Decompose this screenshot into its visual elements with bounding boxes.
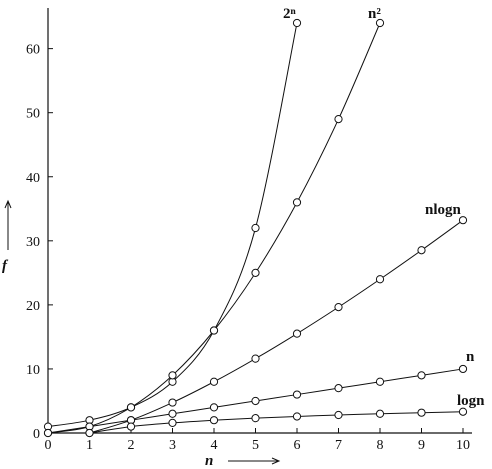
data-point (334, 384, 343, 393)
data-point (209, 416, 219, 425)
data-point (334, 114, 343, 124)
data-point (417, 371, 426, 380)
y-axis-label: f (2, 258, 9, 274)
data-point (375, 377, 385, 386)
series-label-nlogn: nlogn (425, 202, 462, 218)
y-tick-label: 10 (26, 363, 40, 378)
data-point (251, 396, 260, 406)
axis-labels: n f (2, 199, 281, 469)
y-tick-label: 40 (26, 171, 40, 186)
data-point (334, 303, 343, 312)
data-point (458, 407, 468, 416)
data-point (168, 418, 177, 427)
series-label-n-squared: n² (368, 6, 381, 22)
data-point (43, 428, 53, 438)
series-label-logn: logn (457, 393, 485, 409)
y-tick-label: 0 (33, 427, 40, 442)
x-axis-arrowhead-icon (271, 457, 281, 465)
data-point (292, 412, 302, 421)
x-tick-label: 10 (456, 438, 470, 453)
data-point (292, 329, 302, 338)
series-labels: 2ⁿ n² nlogn n logn (283, 6, 485, 409)
x-tick-label: 3 (169, 438, 176, 453)
y-ticks: 0 10 20 30 40 50 60 (26, 43, 53, 442)
data-point (292, 390, 302, 399)
data-point (168, 371, 177, 380)
data-point (375, 18, 385, 28)
x-tick-label: 0 (45, 438, 52, 453)
data-point (85, 428, 94, 438)
data-point (417, 408, 426, 417)
data-point (126, 403, 136, 412)
data-point (375, 275, 385, 284)
series-line-4 (89, 411, 464, 434)
data-point (209, 326, 219, 335)
x-tick-label: 4 (211, 438, 218, 453)
series-line-2 (89, 219, 464, 434)
data-point (292, 18, 302, 28)
data-point (251, 268, 260, 277)
x-tick-label: 6 (294, 438, 301, 453)
x-tick-label: 8 (377, 438, 384, 453)
data-point (292, 198, 302, 207)
x-tick-label: 9 (418, 438, 425, 453)
series-line-1 (47, 22, 381, 434)
data-point (334, 410, 343, 420)
y-tick-label: 60 (26, 43, 40, 58)
y-tick-label: 30 (26, 235, 40, 250)
data-point (458, 364, 468, 374)
series-line-0 (47, 22, 298, 428)
x-tick-label: 5 (252, 438, 259, 453)
data-markers (43, 18, 468, 438)
data-point (126, 422, 136, 431)
data-point (458, 216, 468, 225)
series-label-2n: 2ⁿ (283, 6, 297, 22)
data-point (251, 223, 260, 233)
series-label-n: n (466, 349, 475, 365)
data-point (251, 354, 260, 363)
x-tick-label: 2 (128, 438, 135, 453)
data-point (417, 246, 426, 255)
axes (47, 8, 472, 434)
x-tick-label: 1 (86, 438, 93, 453)
data-point (251, 414, 260, 423)
x-tick-label: 7 (335, 438, 342, 453)
y-tick-label: 20 (26, 299, 40, 314)
data-point (168, 409, 177, 418)
y-tick-label: 50 (26, 107, 40, 122)
x-ticks: 0 1 2 3 4 5 6 7 8 9 10 (45, 428, 470, 453)
x-axis-label: n (205, 453, 213, 469)
data-point (209, 403, 219, 412)
data-point (209, 377, 219, 386)
y-axis-arrowhead-icon (4, 199, 12, 209)
data-point (375, 409, 385, 418)
data-point (168, 398, 177, 407)
series-lines (47, 22, 464, 434)
